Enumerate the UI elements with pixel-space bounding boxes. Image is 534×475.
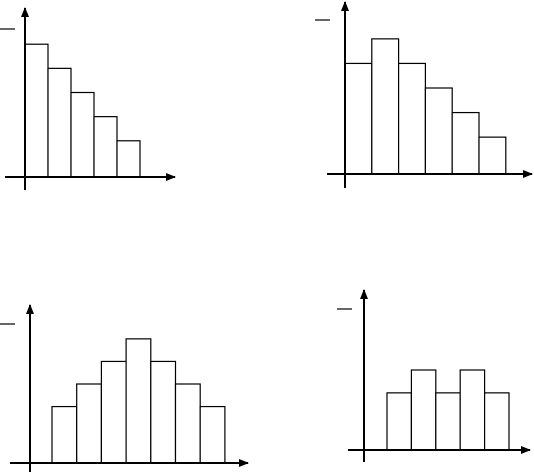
bar [459,369,486,451]
bar [410,369,437,451]
bar [51,405,78,464]
bar [451,111,480,175]
bar [100,360,127,464]
bar [70,91,95,178]
bar [116,140,141,178]
bar [199,405,226,464]
bar [125,338,152,464]
bar [398,62,427,175]
bar [386,392,412,451]
bar [424,87,453,175]
bar [93,116,118,178]
bar [371,38,400,175]
bar [150,360,177,464]
bar [344,62,373,175]
bar [76,383,102,464]
bar [484,392,510,451]
bar [478,136,507,175]
bar [435,392,461,451]
bar [174,383,201,464]
bar [47,67,72,178]
bar [24,43,49,178]
